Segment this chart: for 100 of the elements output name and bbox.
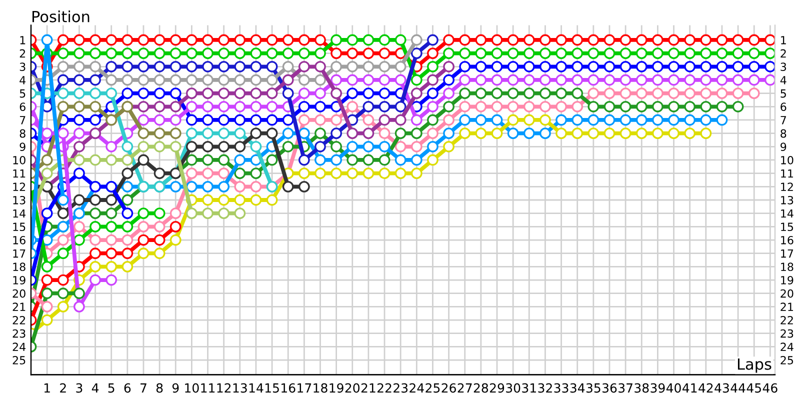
point: [106, 88, 118, 100]
point: [620, 88, 632, 100]
point: [700, 88, 712, 100]
point: [652, 48, 664, 59]
point: [330, 168, 342, 180]
point: [186, 34, 198, 46]
point: [298, 60, 310, 72]
y2-tick-label: 18: [781, 262, 794, 272]
point: [138, 248, 150, 260]
point: [330, 34, 342, 46]
point: [298, 88, 310, 100]
point: [540, 34, 551, 46]
point: [154, 34, 166, 46]
point: [604, 88, 616, 100]
point: [90, 208, 101, 220]
point: [459, 48, 471, 59]
point: [427, 88, 438, 100]
point: [700, 128, 712, 140]
x-tick-label: 6: [124, 383, 131, 393]
point: [394, 100, 406, 112]
point: [427, 154, 438, 166]
y-tick-label: 12: [13, 182, 26, 191]
point: [138, 208, 150, 220]
point: [362, 88, 374, 100]
point: [346, 74, 358, 86]
point: [138, 74, 150, 86]
point: [202, 194, 214, 206]
point: [122, 34, 134, 46]
y2-tick-label: 23: [780, 329, 794, 338]
point: [410, 140, 422, 152]
point: [684, 34, 696, 46]
point: [668, 48, 680, 59]
y2-tick-label: 17: [781, 249, 794, 258]
point: [700, 48, 712, 59]
point: [41, 314, 53, 326]
point: [684, 128, 696, 140]
point: [330, 88, 342, 100]
point: [330, 48, 342, 59]
point: [90, 60, 101, 72]
point: [122, 180, 134, 192]
point: [57, 60, 69, 72]
point: [459, 114, 471, 126]
point: [475, 100, 487, 112]
point: [90, 48, 101, 59]
point: [378, 128, 390, 140]
x-tick-label: 5: [108, 383, 114, 393]
point: [572, 74, 584, 86]
point: [106, 274, 118, 286]
point: [138, 140, 150, 152]
point: [202, 168, 214, 180]
point: [556, 88, 567, 100]
point: [186, 48, 198, 59]
y2-tick-label: 12: [781, 182, 793, 191]
point: [459, 74, 471, 86]
point: [459, 34, 471, 46]
point: [410, 48, 422, 59]
point: [362, 48, 374, 59]
y2-tick-label: 6: [780, 102, 786, 112]
y-tick-label: 20: [12, 289, 26, 298]
point: [427, 140, 438, 152]
point: [90, 194, 101, 206]
point: [491, 34, 503, 46]
point: [122, 88, 134, 100]
x-tick-label: 1: [44, 383, 50, 393]
point: [652, 128, 664, 140]
point: [266, 100, 278, 112]
point: [218, 154, 230, 166]
x-tick-label: 46: [762, 383, 778, 393]
point: [74, 234, 85, 246]
point: [154, 114, 166, 126]
point: [218, 60, 230, 72]
point: [314, 140, 326, 152]
y2-tick-label: 21: [780, 302, 793, 311]
point: [764, 74, 775, 86]
point: [764, 48, 775, 59]
point: [186, 114, 198, 126]
point: [716, 88, 728, 100]
x-tick-label: 34: [570, 383, 585, 393]
point: [346, 140, 358, 152]
point: [410, 168, 422, 180]
point: [523, 34, 535, 46]
point: [138, 114, 150, 126]
x-tick-label: 42: [698, 383, 713, 393]
x-tick-label: 43: [714, 383, 729, 393]
point: [282, 88, 294, 100]
y-tick-label: 14: [13, 209, 26, 218]
point: [250, 88, 262, 100]
point: [154, 220, 166, 232]
x-tick-label: 9: [172, 383, 179, 393]
point: [57, 48, 69, 59]
point: [668, 128, 680, 140]
point: [459, 60, 471, 72]
point: [362, 114, 374, 126]
point: [540, 60, 551, 72]
point: [250, 74, 262, 86]
point: [427, 48, 438, 59]
x-tick-label: 24: [410, 383, 424, 393]
point: [491, 114, 503, 126]
point: [234, 128, 246, 140]
point: [410, 114, 422, 126]
